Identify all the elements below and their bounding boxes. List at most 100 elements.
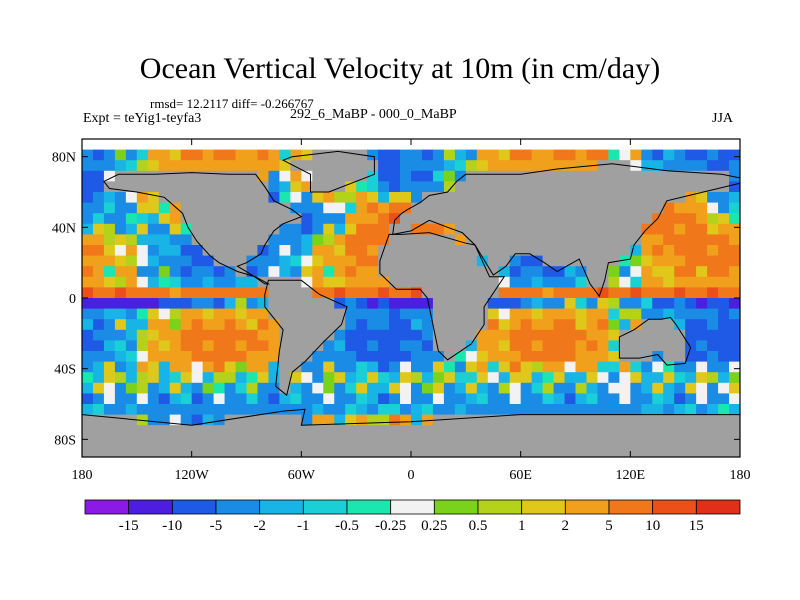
heatmap-cell <box>443 149 456 161</box>
heatmap-cell <box>224 393 236 405</box>
heatmap-cell <box>103 404 116 415</box>
heatmap-cell <box>345 298 357 309</box>
heatmap-cell <box>235 223 247 235</box>
heatmap-cell <box>520 414 533 426</box>
heatmap-cell <box>586 266 598 278</box>
heatmap-cell <box>509 308 522 320</box>
heatmap-cell <box>213 340 225 352</box>
heatmap-cell <box>619 425 631 437</box>
heatmap-cell <box>158 170 171 182</box>
heatmap-cell <box>389 170 401 182</box>
heatmap-cell <box>586 202 598 214</box>
heatmap-cell <box>323 298 335 309</box>
heatmap-cell <box>169 446 182 458</box>
heatmap-cell <box>268 223 280 235</box>
heatmap-cell <box>520 202 533 214</box>
heatmap-cell <box>641 372 653 384</box>
heatmap-cell <box>498 276 511 288</box>
heatmap-cell <box>619 319 631 331</box>
heatmap-cell <box>696 149 708 161</box>
heatmap-cell <box>520 393 533 405</box>
heatmap-cell <box>729 446 741 458</box>
heatmap-cell <box>531 319 543 331</box>
heatmap-cell <box>575 160 587 172</box>
heatmap-cell <box>542 414 554 426</box>
heatmap-cell <box>389 382 401 394</box>
heatmap-cell <box>411 213 423 225</box>
heatmap-cell <box>674 340 686 352</box>
heatmap-cell <box>575 382 587 394</box>
heatmap-cell <box>213 149 225 161</box>
heatmap-cell <box>334 435 346 447</box>
heatmap-cell <box>367 414 379 426</box>
heatmap-cell <box>103 149 116 161</box>
heatmap-cell <box>520 245 533 256</box>
heatmap-cell <box>663 192 675 203</box>
x-tick-label: 60W <box>288 468 316 483</box>
colorbar-level-label: 0.25 <box>421 518 448 534</box>
heatmap-cell <box>421 223 434 235</box>
heatmap-cell <box>257 266 269 278</box>
heatmap-cell <box>718 435 730 447</box>
heatmap-cell <box>92 414 105 426</box>
heatmap-cell <box>400 393 412 405</box>
heatmap-cell <box>367 287 379 299</box>
heatmap-cell <box>224 245 236 256</box>
heatmap-cell <box>696 287 708 299</box>
heatmap-cell <box>301 425 313 437</box>
heatmap-cell <box>147 170 160 182</box>
heatmap-cell <box>630 404 642 415</box>
heatmap-cell <box>169 435 182 447</box>
heatmap-cell <box>312 319 324 331</box>
heatmap-cell <box>334 446 346 458</box>
heatmap-cell <box>290 202 302 214</box>
heatmap-cell <box>345 234 357 246</box>
heatmap-cell <box>619 213 631 225</box>
heatmap-cell <box>202 255 214 267</box>
heatmap-cell <box>82 213 94 225</box>
heatmap-cell <box>235 308 247 320</box>
heatmap-cell <box>290 223 302 235</box>
heatmap-cell <box>268 192 280 203</box>
heatmap-cell <box>224 414 236 426</box>
heatmap-cell <box>641 361 653 373</box>
heatmap-cell <box>498 149 511 161</box>
heatmap-cell <box>290 234 302 246</box>
heatmap-cell <box>103 223 116 235</box>
heatmap-cell <box>224 298 236 309</box>
heatmap-cell <box>718 382 730 394</box>
heatmap-cell <box>345 340 357 352</box>
heatmap-cell <box>334 202 346 214</box>
heatmap-cell <box>367 245 379 256</box>
heatmap-cell <box>268 393 280 405</box>
heatmap-cell <box>147 192 160 203</box>
heatmap-cell <box>312 255 324 267</box>
heatmap-cell <box>169 372 182 384</box>
heatmap-cell <box>224 329 236 341</box>
heatmap-cell <box>575 266 587 278</box>
heatmap-cell <box>729 223 741 235</box>
heatmap-cell <box>235 393 247 405</box>
heatmap-cell <box>345 446 357 458</box>
heatmap-cell <box>652 340 664 352</box>
heatmap-cell <box>268 446 280 458</box>
heatmap-cell <box>202 213 214 225</box>
heatmap-cell <box>707 446 719 458</box>
heatmap-cell <box>564 351 576 362</box>
heatmap-cell <box>729 361 741 373</box>
heatmap-cell <box>213 223 225 235</box>
heatmap-cell <box>520 192 533 203</box>
heatmap-cell <box>180 308 193 320</box>
heatmap-cell <box>169 425 182 437</box>
heatmap-cell <box>443 298 456 309</box>
heatmap-cell <box>597 213 609 225</box>
heatmap-cell <box>520 404 533 415</box>
heatmap-cell <box>345 181 357 193</box>
heatmap-cell <box>246 202 258 214</box>
heatmap-cell <box>213 213 225 225</box>
heatmap-cell <box>674 213 686 225</box>
heatmap-cell <box>608 266 620 278</box>
heatmap-cell <box>421 319 434 331</box>
heatmap-cell <box>235 266 247 278</box>
heatmap-cell <box>553 393 565 405</box>
